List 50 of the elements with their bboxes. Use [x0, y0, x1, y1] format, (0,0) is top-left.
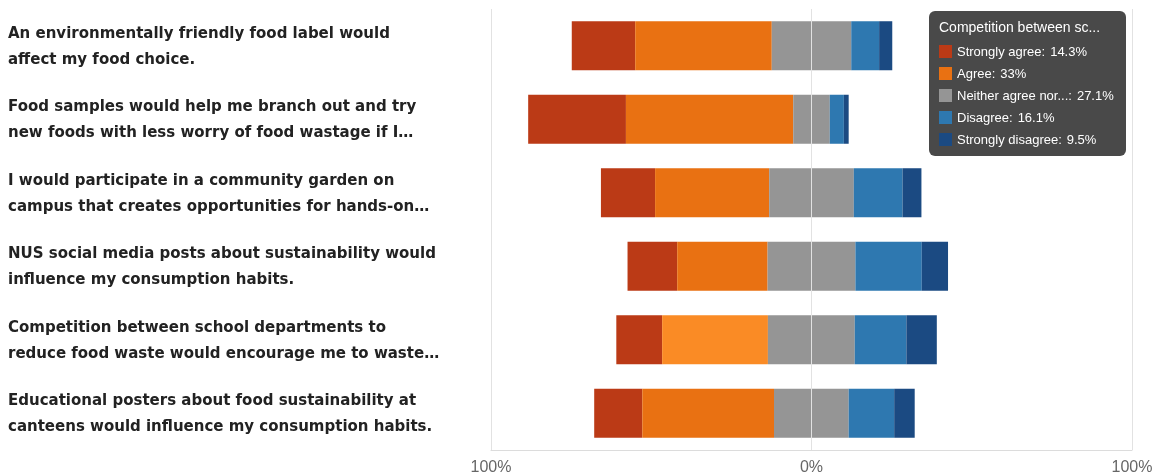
bar	[902, 168, 922, 218]
bar	[855, 241, 922, 291]
bar	[853, 168, 903, 218]
bar	[767, 315, 855, 365]
bar	[767, 241, 856, 291]
bar	[528, 94, 626, 144]
bar	[894, 388, 915, 438]
legend-label: Disagree:	[957, 110, 1013, 125]
y-tick-label: NUS social media posts about sustainability would influence my consumption habits.	[8, 244, 436, 289]
annotation: 9.5%	[1066, 132, 1097, 147]
bar	[677, 241, 768, 291]
annotation: 14.3%	[1050, 44, 1088, 59]
bar	[642, 388, 774, 438]
bar	[843, 94, 849, 144]
y-tick-label: An environmentally friendly food label would affect my food choice.	[8, 23, 390, 68]
bar	[829, 94, 844, 144]
bar	[769, 168, 854, 218]
x-tick-label: 100%	[1111, 457, 1153, 475]
bar	[854, 315, 907, 365]
bar	[616, 315, 663, 365]
bar	[655, 168, 770, 218]
y-tick-label: Educational posters about food sustainability at canteens would influence my consumption habits.	[8, 391, 433, 436]
y-tick-label: I would participate in a community garden on campus that creates opportunities for hands-on…	[8, 170, 430, 215]
y-tick-label: Competition between school departments to reduce food waste would encourage me to waste…	[8, 317, 440, 362]
bar	[906, 315, 937, 365]
annotation: 33%	[1000, 66, 1027, 81]
bar	[594, 388, 643, 438]
legend-label: Strongly disagree:	[957, 132, 1062, 147]
annotation: 16.1%	[1017, 110, 1055, 125]
bar	[662, 315, 768, 365]
bar	[571, 21, 636, 71]
bar	[635, 21, 772, 71]
bar	[851, 21, 880, 71]
legend-label: Neither agree nor...:	[957, 88, 1072, 103]
bar	[848, 388, 895, 438]
y-tick-label: Food samples would help me branch out and try new foods with less worry of food wastage if I…	[8, 97, 417, 142]
legend-label: Strongly agree:	[957, 44, 1046, 59]
legend-label: Agree:	[957, 66, 996, 81]
bar	[921, 241, 949, 291]
bar	[627, 241, 678, 291]
bar	[771, 21, 852, 71]
bar	[793, 94, 830, 144]
bar	[774, 388, 849, 438]
x-tick-label: 100%	[470, 457, 512, 475]
x-tick-label: 0%	[799, 457, 824, 475]
bar	[625, 94, 794, 144]
legend-title: Competition between sc...	[939, 19, 1101, 35]
annotation: 27.1%	[1076, 88, 1115, 103]
bar	[879, 21, 893, 71]
bar	[600, 168, 656, 218]
